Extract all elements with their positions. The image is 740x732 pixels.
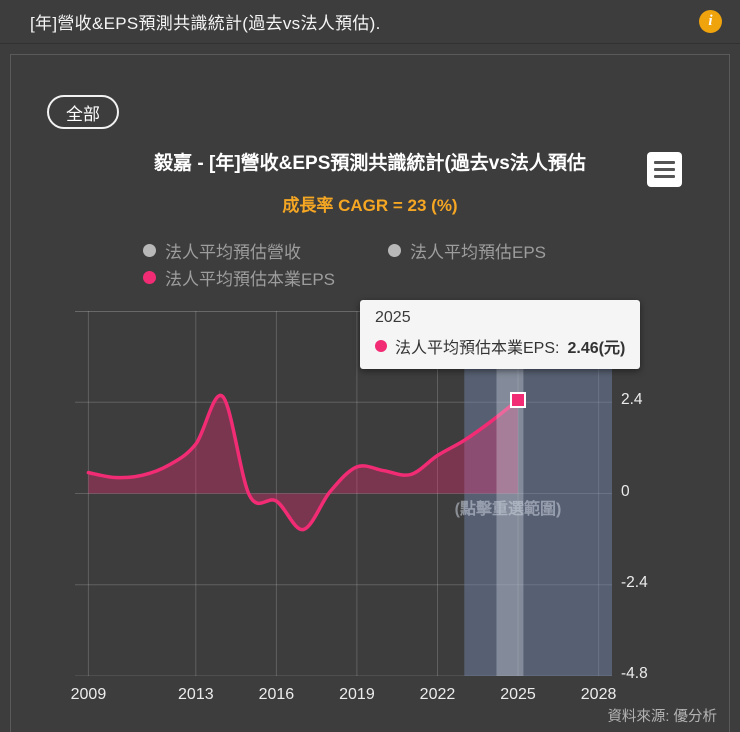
chart-panel: 全部 毅嘉 - [年]營收&EPS預測共識統計(過去vs法人預估 成長率 CAG… (10, 54, 730, 732)
legend-item-label: 法人平均預估本業EPS (165, 270, 336, 289)
legend-item-revenue[interactable]: 法人平均預估營收 (125, 237, 370, 264)
x-axis-label: 2025 (500, 686, 536, 703)
chart-subtitle: 成長率 CAGR = 23 (%) (282, 196, 458, 215)
data-source: 資料來源: 優分析 (607, 709, 717, 725)
tooltip-series-icon (375, 340, 387, 352)
x-axis-label: 2013 (178, 686, 214, 703)
legend-item-core-eps[interactable]: 法人平均預估本業EPS (125, 264, 370, 291)
y-axis-label: 2.4 (621, 391, 643, 409)
legend-marker-icon (143, 244, 156, 257)
app-header: [年]營收&EPS預測共識統計(過去vs法人預估). i (0, 0, 740, 44)
legend-marker-icon (388, 244, 401, 257)
tooltip-year: 2025 (375, 309, 411, 326)
x-axis-label: 2009 (70, 686, 107, 703)
info-icon[interactable]: i (699, 10, 722, 33)
legend: 法人平均預估營收 法人平均預估EPS 法人平均預估本業EPS (125, 237, 615, 291)
chart-title: 毅嘉 - [年]營收&EPS預測共識統計(過去vs法人預估 (154, 153, 586, 174)
legend-item-label: 法人平均預估EPS (410, 243, 547, 262)
x-axis-label: 2028 (580, 686, 617, 703)
tooltip-series-value: 2.46(元) (567, 340, 626, 357)
chart-plot-area[interactable] (75, 310, 612, 677)
tooltip-series-label: 法人平均預估本業EPS: (395, 340, 560, 357)
menu-bar-icon (654, 168, 675, 171)
y-axis-label: -4.8 (621, 665, 648, 682)
x-axis-label: 2022 (419, 686, 456, 703)
x-axis-label: 2019 (339, 686, 375, 703)
menu-bar-icon (654, 175, 675, 178)
chart-menu-button[interactable] (647, 152, 682, 187)
chart-tooltip: 2025 法人平均預估本業EPS: 2.46(元) (360, 300, 641, 369)
legend-marker-icon (143, 271, 156, 284)
page-title: [年]營收&EPS預測共識統計(過去vs法人預估). (30, 14, 381, 33)
y-axis-label: 0 (621, 482, 630, 500)
filter-all-button[interactable]: 全部 (47, 95, 119, 129)
y-axis-label: -2.4 (621, 573, 648, 591)
legend-item-label: 法人平均預估營收 (165, 243, 301, 262)
legend-item-eps[interactable]: 法人平均預估EPS (370, 237, 615, 264)
x-axis-label: 2016 (258, 686, 295, 703)
tooltip-series-row: 法人平均預估本業EPS: 2.46(元) (375, 334, 625, 358)
menu-bar-icon (654, 161, 675, 164)
